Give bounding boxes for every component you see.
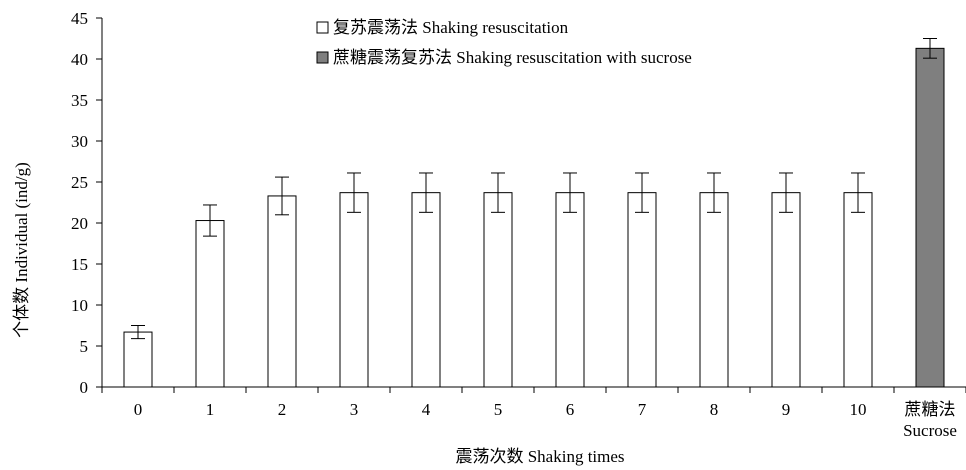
y-axis-label: 个体数 Individual (ind/g) xyxy=(12,162,31,338)
x-tick-label: 蔗糖法 Sucrose xyxy=(903,400,957,440)
bar xyxy=(915,47,945,388)
y-axis-ticks: 0 5 10 15 20 25 30 35 40 45 xyxy=(71,9,102,397)
x-tick-label: 10 xyxy=(850,400,867,419)
bar xyxy=(699,192,729,388)
y-tick-label: 10 xyxy=(71,296,88,315)
x-tick-label: 5 xyxy=(494,400,503,419)
x-tick-label-line: 10 xyxy=(850,400,867,419)
x-tick-label: 1 xyxy=(206,400,215,419)
bar xyxy=(483,192,513,388)
bar xyxy=(627,192,657,388)
x-tick-label: 3 xyxy=(350,400,359,419)
x-axis-label: 震荡次数 Shaking times xyxy=(455,447,624,466)
x-tick-label-line: 蔗糖法 xyxy=(905,400,956,419)
x-tick-label: 4 xyxy=(422,400,431,419)
x-tick-label: 2 xyxy=(278,400,287,419)
x-tick-label-line: 3 xyxy=(350,400,359,419)
x-tick-label-line: Sucrose xyxy=(903,421,957,440)
bar xyxy=(195,220,225,388)
legend-swatch xyxy=(316,51,329,64)
x-tick-label-line: 1 xyxy=(206,400,215,419)
y-tick-label: 20 xyxy=(71,214,88,233)
legend-label: 蔗糖震荡复苏法 Shaking resuscitation with sucro… xyxy=(333,48,692,67)
x-tick-label-line: 5 xyxy=(494,400,503,419)
x-tick-label: 0 xyxy=(134,400,143,419)
y-tick-label: 15 xyxy=(71,255,88,274)
legend-label: 复苏震荡法 Shaking resuscitation xyxy=(333,18,569,37)
y-tick-label: 35 xyxy=(71,91,88,110)
x-tick-label: 7 xyxy=(638,400,647,419)
bar xyxy=(843,192,873,388)
x-tick-label-line: 9 xyxy=(782,400,791,419)
y-tick-label: 25 xyxy=(71,173,88,192)
y-tick-label: 0 xyxy=(80,378,89,397)
x-tick-label-line: 7 xyxy=(638,400,647,419)
x-tick-label-line: 0 xyxy=(134,400,143,419)
x-tick-label-line: 2 xyxy=(278,400,287,419)
x-tick-label-line: 4 xyxy=(422,400,431,419)
x-tick-label-line: 8 xyxy=(710,400,719,419)
y-tick-label: 30 xyxy=(71,132,88,151)
bars xyxy=(123,38,945,388)
y-tick-label: 40 xyxy=(71,50,88,69)
legend: 复苏震荡法 Shaking resuscitation 蔗糖震荡复苏法 Shaki… xyxy=(316,18,692,67)
bar xyxy=(339,192,369,388)
legend-swatch xyxy=(316,21,329,34)
x-tick-label-line: 6 xyxy=(566,400,575,419)
y-tick-label: 45 xyxy=(71,9,88,28)
x-tick-label: 8 xyxy=(710,400,719,419)
x-tick-label: 6 xyxy=(566,400,575,419)
bar xyxy=(123,331,153,388)
bar xyxy=(267,195,297,388)
x-axis-ticks: 0 1 2 3 4 5 6 7 8 9 10 蔗糖法 Sucrose xyxy=(101,387,966,440)
x-tick-label: 9 xyxy=(782,400,791,419)
bar xyxy=(411,192,441,388)
bar xyxy=(555,192,585,388)
bar xyxy=(771,192,801,388)
y-tick-label: 5 xyxy=(80,337,89,356)
